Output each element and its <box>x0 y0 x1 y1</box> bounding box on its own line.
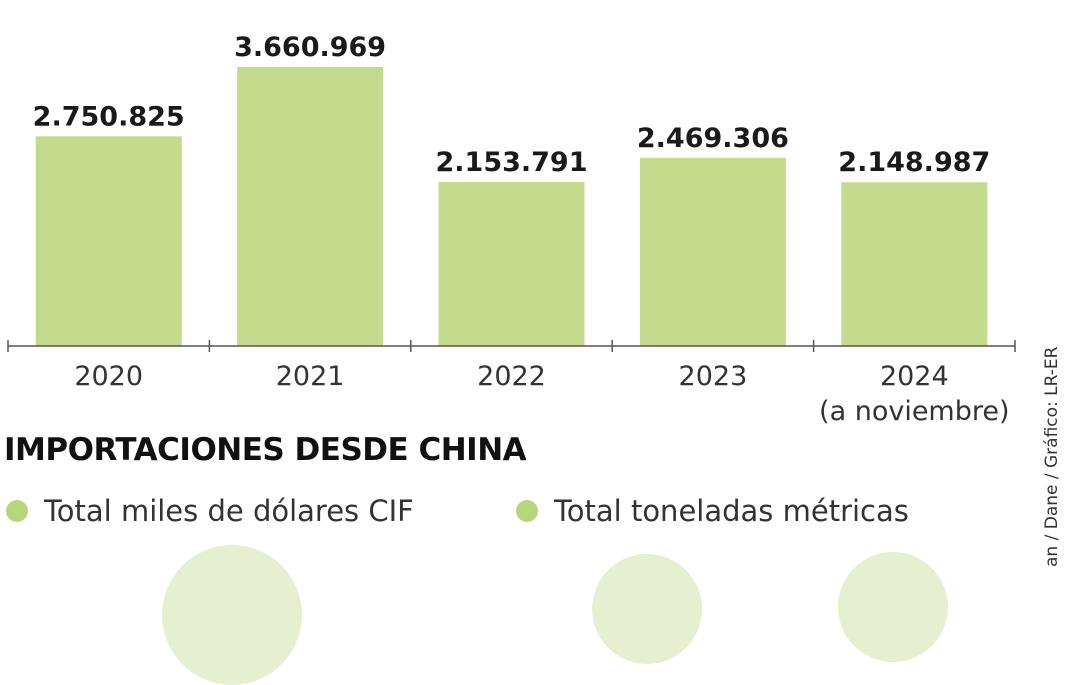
x-tick-label: 2020 <box>74 361 143 392</box>
bar-value-label: 3.660.969 <box>234 32 386 63</box>
bar <box>639 157 786 346</box>
x-tick-label: 2024 <box>880 361 949 392</box>
legend-dot-tons <box>516 500 538 522</box>
x-tick-label: 2022 <box>477 361 546 392</box>
legend-item-tons: Total toneladas métricas <box>516 494 909 528</box>
x-tick-note: (a noviembre) <box>819 396 1009 427</box>
legend-item-usd: Total miles de dólares CIF <box>6 494 414 528</box>
bar <box>237 67 384 346</box>
bar-chart: 2.750.825 2020 3.660.969 2021 2.153.791 2022 2… <box>7 32 1016 427</box>
section-title: IMPORTACIONES DESDE CHINA <box>4 432 527 468</box>
decorative-circle-left <box>162 545 302 685</box>
legend-dot-usd <box>6 500 28 522</box>
bar-value-label: 2.469.306 <box>637 123 789 154</box>
bar <box>35 136 182 346</box>
bar <box>841 182 988 346</box>
source-credit: an / Dane / Gráfico: LR-ER <box>1042 346 1062 567</box>
bar-value-label: 2.148.987 <box>838 147 990 178</box>
bar-value-label: 2.750.825 <box>33 101 185 132</box>
decorative-circle-right <box>838 552 948 662</box>
x-tick-label: 2023 <box>679 361 748 392</box>
legend-label-tons: Total toneladas métricas <box>554 494 909 528</box>
legend-label-usd: Total miles de dólares CIF <box>44 494 414 528</box>
decorative-circle-center <box>592 554 702 664</box>
bar <box>438 181 585 346</box>
bar-value-label: 2.153.791 <box>435 147 587 178</box>
x-tick-label: 2021 <box>276 361 345 392</box>
